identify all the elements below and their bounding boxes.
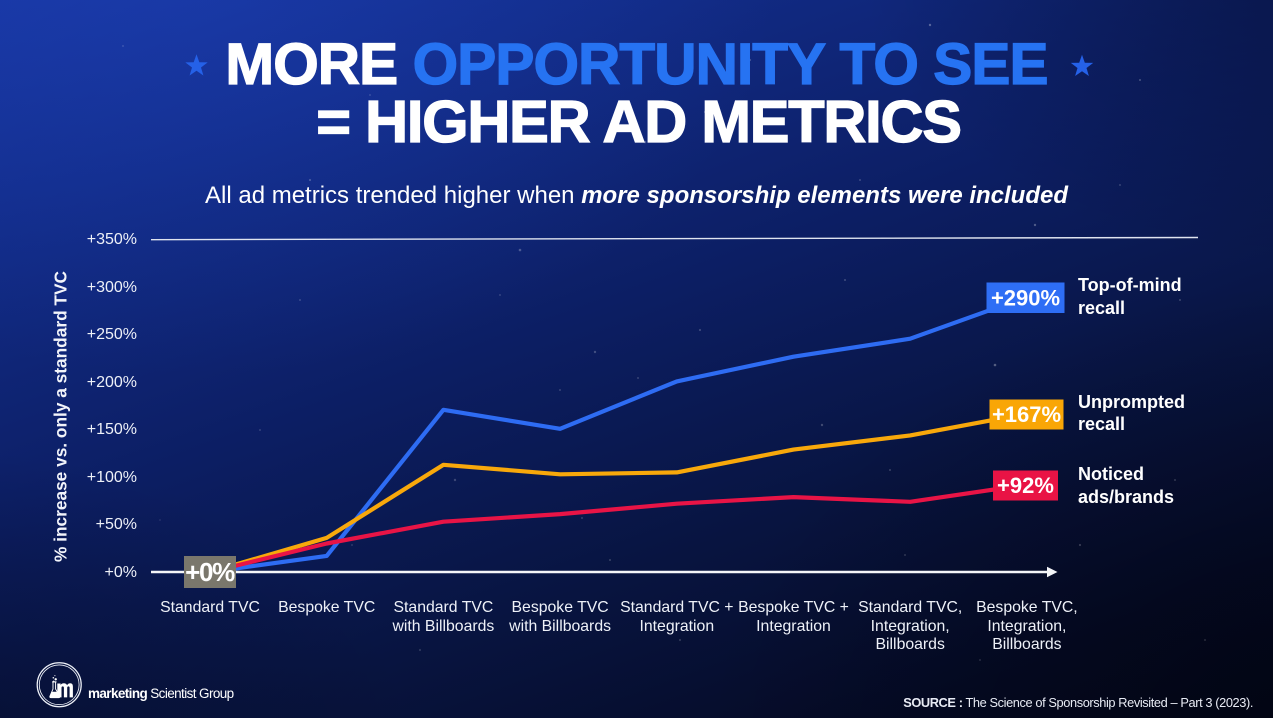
svg-text:+92%: +92% xyxy=(997,473,1054,498)
svg-text:+0%: +0% xyxy=(185,557,235,587)
svg-text:+167%: +167% xyxy=(992,402,1061,427)
svg-text:+290%: +290% xyxy=(991,286,1060,311)
